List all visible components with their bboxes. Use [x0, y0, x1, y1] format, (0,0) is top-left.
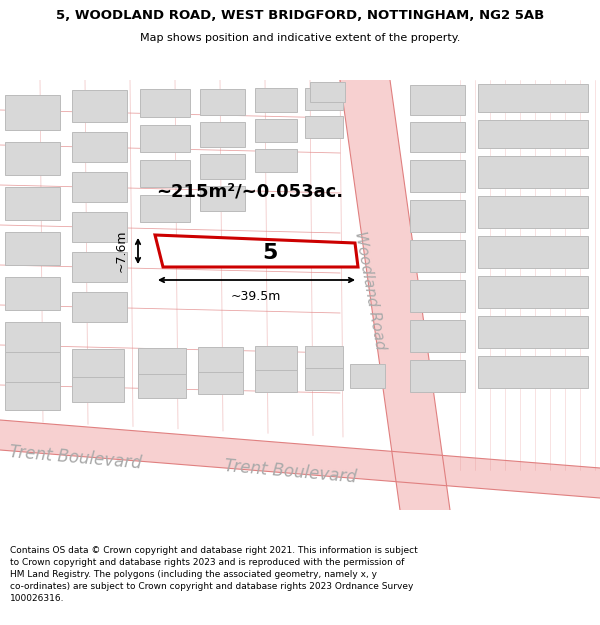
Bar [72, 252, 127, 282]
Bar [410, 320, 465, 352]
Bar [410, 200, 465, 232]
Text: Map shows position and indicative extent of the property.: Map shows position and indicative extent… [140, 33, 460, 44]
Bar [255, 119, 297, 142]
Polygon shape [155, 235, 358, 267]
Bar [200, 89, 245, 115]
Bar [200, 122, 245, 147]
Bar [255, 346, 297, 370]
Bar [200, 186, 245, 211]
Text: ~39.5m: ~39.5m [231, 290, 281, 303]
Bar [350, 364, 385, 388]
Bar [478, 236, 588, 268]
Text: Woodland Road: Woodland Road [352, 229, 388, 351]
Bar [5, 375, 60, 410]
Polygon shape [0, 420, 600, 498]
Bar [410, 360, 465, 392]
Bar [305, 88, 343, 110]
Bar [478, 120, 588, 148]
Bar [5, 95, 60, 130]
Text: ~215m²/~0.053ac.: ~215m²/~0.053ac. [157, 183, 344, 201]
Bar [72, 212, 127, 242]
Bar [200, 154, 245, 179]
Bar [410, 85, 465, 115]
Bar [410, 122, 465, 152]
Bar [140, 160, 190, 187]
Bar [72, 292, 127, 322]
Text: 5: 5 [262, 243, 278, 263]
Bar [72, 132, 127, 162]
Bar [138, 368, 186, 398]
Bar [410, 280, 465, 312]
Bar [5, 322, 60, 355]
Bar [255, 365, 297, 392]
Bar [140, 195, 190, 222]
Bar [478, 276, 588, 308]
Bar [410, 160, 465, 192]
Bar [140, 89, 190, 117]
Bar [255, 88, 297, 112]
Bar [72, 90, 127, 122]
Text: Contains OS data © Crown copyright and database right 2021. This information is : Contains OS data © Crown copyright and d… [10, 546, 418, 603]
Text: ~7.6m: ~7.6m [115, 230, 128, 272]
Bar [5, 352, 60, 382]
Bar [305, 365, 343, 390]
Text: 5, WOODLAND ROAD, WEST BRIDGFORD, NOTTINGHAM, NG2 5AB: 5, WOODLAND ROAD, WEST BRIDGFORD, NOTTIN… [56, 9, 544, 22]
Bar [305, 116, 343, 138]
Text: Trent Boulevard: Trent Boulevard [223, 458, 357, 487]
Bar [5, 232, 60, 265]
Bar [5, 187, 60, 220]
Bar [310, 82, 345, 102]
Bar [138, 348, 186, 374]
Bar [198, 366, 243, 394]
Bar [478, 84, 588, 112]
Bar [478, 196, 588, 228]
Polygon shape [340, 80, 450, 510]
Bar [478, 356, 588, 388]
Bar [5, 142, 60, 175]
Bar [140, 125, 190, 152]
Bar [305, 346, 343, 368]
Bar [5, 277, 60, 310]
Bar [410, 240, 465, 272]
Bar [72, 370, 124, 402]
Text: Trent Boulevard: Trent Boulevard [8, 443, 142, 472]
Bar [72, 349, 124, 377]
Bar [478, 156, 588, 188]
Bar [72, 172, 127, 202]
Bar [255, 149, 297, 172]
Bar [478, 316, 588, 348]
Bar [198, 347, 243, 372]
